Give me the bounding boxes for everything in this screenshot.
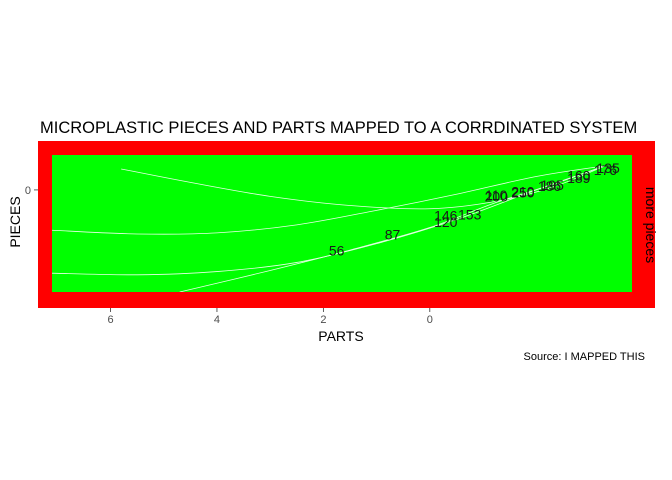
- trend-curve-4: [179, 165, 606, 292]
- point-label: 87: [385, 226, 401, 242]
- x-tick-label: 2: [320, 314, 326, 326]
- plot-panel: [52, 155, 632, 292]
- x-axis-ticks: 6 4 2 0: [107, 308, 433, 326]
- y-axis-label: PIECES: [7, 196, 23, 247]
- point-label: 200: [485, 189, 509, 205]
- point-label: 189: [567, 170, 591, 186]
- x-tick-label: 0: [427, 314, 433, 326]
- trend-curve-2: [52, 165, 606, 235]
- point-label: 250: [511, 184, 535, 200]
- point-label: 146: [434, 207, 458, 223]
- secondary-y-axis-label: more pieces: [643, 187, 659, 263]
- point-label: 120: [434, 214, 458, 230]
- curves-layer: [52, 165, 606, 292]
- point-label: 176: [594, 162, 618, 178]
- point-label: 56: [329, 242, 345, 258]
- y-axis-ticks: 0: [25, 185, 38, 197]
- y-tick-label: 0: [25, 185, 31, 197]
- point-label: 210: [511, 183, 535, 199]
- chart-caption: Source: I MAPPED THIS: [524, 351, 645, 363]
- trend-curve-3: [52, 165, 606, 276]
- point-label: 153: [458, 206, 482, 222]
- trend-curve-1: [121, 165, 606, 210]
- point-label: 195: [541, 177, 565, 193]
- x-tick-label: 4: [214, 314, 220, 326]
- point-label: 135: [596, 160, 620, 176]
- chart-title: MICROPLASTIC PIECES AND PARTS MAPPED TO …: [40, 119, 637, 137]
- x-tick-label: 6: [107, 314, 113, 326]
- x-axis-label: PARTS: [318, 328, 363, 344]
- point-label: 110: [485, 187, 508, 203]
- point-label: 186: [538, 178, 562, 194]
- point-label: 160: [567, 168, 591, 184]
